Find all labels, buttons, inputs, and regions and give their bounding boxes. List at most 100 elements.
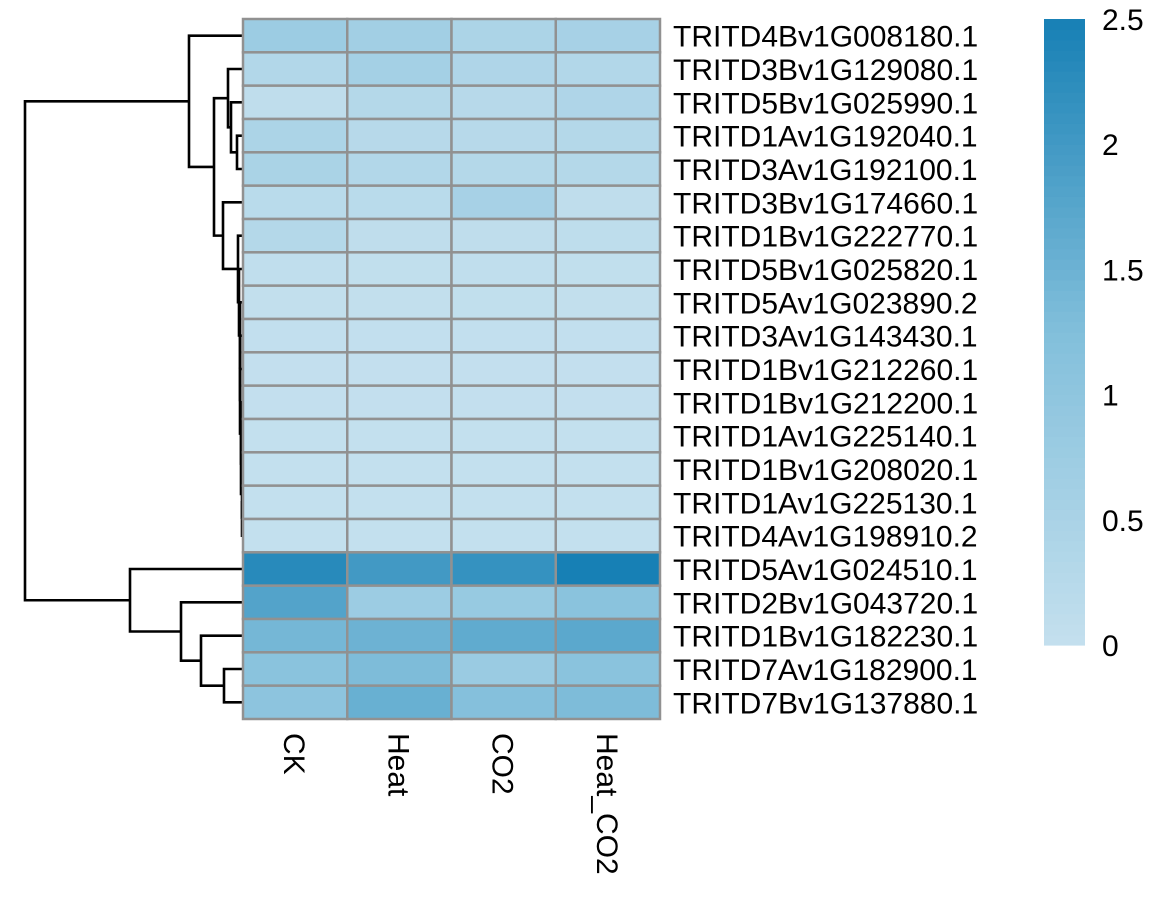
dendrogram-link xyxy=(212,96,228,237)
legend-gradient-step xyxy=(1044,60,1085,72)
legend-gradient-step xyxy=(1044,509,1085,521)
heatmap-cell xyxy=(346,384,453,421)
heatmap-cell xyxy=(241,317,349,354)
heatmap-cell xyxy=(346,617,453,654)
heatmap-cell xyxy=(554,184,662,221)
legend-gradient-step xyxy=(1044,384,1085,396)
heatmap-cell xyxy=(241,351,349,387)
legend-gradient-step xyxy=(1044,415,1085,427)
dendrogram-link xyxy=(128,567,243,633)
row-label: TRITD4Av1G198910.2 xyxy=(673,521,978,554)
heatmap-cell xyxy=(346,684,453,721)
row-label: TRITD5Av1G024510.1 xyxy=(673,554,978,587)
heatmap-cell xyxy=(241,17,349,54)
row-label: TRITD7Av1G182900.1 xyxy=(673,654,978,687)
legend-gradient-step xyxy=(1044,540,1085,552)
legend-gradient-step xyxy=(1044,196,1085,208)
heatmap-cell xyxy=(554,584,662,621)
row-label: TRITD1Av1G225140.1 xyxy=(673,421,978,454)
legend-gradient-step xyxy=(1044,332,1085,344)
heatmap-cell xyxy=(241,484,349,521)
heatmap-cell xyxy=(554,217,662,254)
legend-gradient-step xyxy=(1044,165,1085,177)
heatmap-cell xyxy=(554,151,662,187)
heatmap-cell xyxy=(554,17,662,54)
legend-gradient-step xyxy=(1044,258,1085,270)
heatmap-cell xyxy=(241,651,349,687)
heatmap-cell xyxy=(241,217,349,254)
heatmap-cell xyxy=(450,417,557,454)
legend-gradient-step xyxy=(1044,144,1085,156)
legend-gradient-step xyxy=(1044,634,1085,646)
heatmap-cell xyxy=(346,484,453,521)
legend-gradient-step xyxy=(1044,373,1085,385)
row-label: TRITD5Av1G023890.2 xyxy=(673,287,978,320)
heatmap-cell xyxy=(554,351,662,387)
legend-gradient-step xyxy=(1044,624,1085,636)
row-label: TRITD5Bv1G025820.1 xyxy=(673,254,978,287)
heatmap-cell xyxy=(241,284,349,321)
dendrogram-link xyxy=(23,99,189,602)
row-label: TRITD4Bv1G008180.1 xyxy=(673,21,978,54)
legend-gradient-step xyxy=(1044,551,1085,563)
row-label: TRITD3Av1G192100.1 xyxy=(673,154,978,187)
legend-gradient-step xyxy=(1044,81,1085,93)
heatmap-cell xyxy=(241,184,349,221)
heatmap-cell xyxy=(241,117,349,154)
heatmap-cell xyxy=(241,151,349,187)
heatmap-cell xyxy=(450,551,557,587)
legend-gradient-step xyxy=(1044,582,1085,594)
heatmap-cell xyxy=(450,184,557,221)
heatmap-cell xyxy=(241,551,349,587)
heatmap-cell xyxy=(554,117,662,154)
legend-gradient-step xyxy=(1044,50,1085,62)
legend-gradient-step xyxy=(1044,311,1085,323)
legend-tick-label: 2.5 xyxy=(1102,4,1144,37)
heatmap-cell xyxy=(554,551,662,587)
heatmap-cell xyxy=(450,351,557,387)
heatmap-cell xyxy=(346,51,453,87)
column-label: Heat_CO2 xyxy=(590,733,623,875)
legend-gradient-step xyxy=(1044,39,1085,51)
column-labels: CK Heat CO2 Heat_CO2 xyxy=(277,733,623,875)
heatmap-cell xyxy=(450,284,557,321)
legend-gradient-step xyxy=(1044,488,1085,500)
legend-gradient-step xyxy=(1044,123,1085,135)
legend-gradient-step xyxy=(1044,321,1085,333)
heatmap-cell xyxy=(450,217,557,254)
legend-tick-label: 1.5 xyxy=(1102,254,1144,287)
heatmap-cell xyxy=(554,617,662,654)
heatmap-cell xyxy=(346,184,453,221)
heatmap-cell xyxy=(450,317,557,354)
heatmap-cell xyxy=(554,684,662,721)
dendrogram-link xyxy=(179,601,243,662)
heatmap-cell xyxy=(241,517,349,554)
heatmap-cell xyxy=(554,384,662,421)
heatmap-cell xyxy=(554,484,662,521)
heatmap-cell xyxy=(450,117,557,154)
legend-tick-label: 2 xyxy=(1102,129,1119,162)
color-legend: 0 0.5 1 1.5 2 2.5 xyxy=(1044,4,1144,663)
legend-gradient-step xyxy=(1044,467,1085,479)
legend-gradient-step xyxy=(1044,457,1085,469)
legend-gradient-step xyxy=(1044,102,1085,114)
row-label: TRITD1Bv1G208020.1 xyxy=(673,454,978,487)
heatmap-cell xyxy=(346,151,453,187)
heatmap-cell xyxy=(554,317,662,354)
legend-gradient-step xyxy=(1044,571,1085,583)
legend-gradient-step xyxy=(1044,290,1085,302)
legend-gradient-step xyxy=(1044,185,1085,197)
row-label: TRITD1Bv1G212200.1 xyxy=(673,387,978,420)
legend-gradient-step xyxy=(1044,352,1085,364)
legend-gradient-step xyxy=(1044,394,1085,406)
legend-gradient-step xyxy=(1044,19,1085,31)
heatmap-cell xyxy=(450,451,557,487)
legend-gradient-step xyxy=(1044,133,1085,145)
legend-gradient-step xyxy=(1044,363,1085,375)
heatmap-cell xyxy=(241,451,349,487)
row-label: TRITD5Bv1G025990.1 xyxy=(673,87,978,120)
legend-gradient-step xyxy=(1044,248,1085,260)
legend-gradient-step xyxy=(1044,436,1085,448)
row-label: TRITD3Bv1G174660.1 xyxy=(673,187,978,220)
legend-gradient-step xyxy=(1044,592,1085,604)
